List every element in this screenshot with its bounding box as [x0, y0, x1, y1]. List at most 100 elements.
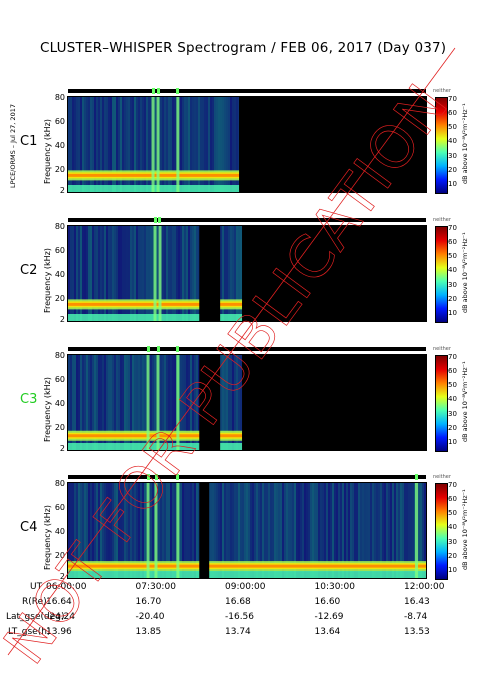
colorbar-tick: 10: [448, 437, 457, 446]
ephemeris-value: -24.24: [46, 612, 76, 622]
colorbar-tick: 20: [448, 294, 457, 303]
colorbar-tick: 70: [448, 223, 457, 232]
emission-burst: [154, 483, 158, 578]
emission-burst: [156, 355, 160, 450]
ephemeris-value: 16.60: [314, 597, 341, 607]
y-axis-label: Frequency (kHz): [43, 119, 52, 184]
colorbar-tick: 50: [448, 252, 457, 261]
mode-marker: [176, 346, 180, 352]
y-tick-label: 80: [54, 93, 65, 103]
ephemeris-row-label: R(Re): [22, 597, 47, 607]
colorbar-tick: 40: [448, 523, 457, 532]
y-tick-label: 60: [54, 375, 65, 385]
spectrogram-c4: [67, 482, 427, 579]
ephemeris-value: 13.96: [46, 627, 72, 637]
colorbar: [435, 355, 448, 452]
mode-bar-c2: [68, 218, 426, 222]
mode-bar-c3: [68, 347, 426, 351]
y-tick-label: 20: [54, 164, 65, 174]
spectrogram-c1: [67, 96, 427, 193]
colorbar-tick: 30: [448, 409, 457, 418]
data-gap: [242, 226, 426, 321]
ephemeris-value: 13.64: [314, 627, 341, 637]
y-tick-label: 40: [54, 526, 65, 536]
y-tick-label: 60: [54, 117, 65, 127]
colorbar-top-label: neither: [433, 88, 451, 94]
side-label: LPCE/ORMS – Jul 27, 2017: [9, 104, 17, 188]
panel-id-c3: C3: [20, 392, 38, 407]
mode-marker: [176, 474, 180, 480]
mode-marker: [158, 217, 162, 223]
mode-marker: [154, 474, 158, 480]
ephemeris-value: -16.56: [225, 612, 255, 622]
ephemeris-value: 06:00:00: [46, 582, 87, 592]
mode-marker: [415, 474, 419, 480]
ephemeris-value: 13.85: [135, 627, 162, 637]
ephemeris-value: 13.53: [404, 627, 430, 637]
y-axis-label: Frequency (kHz): [43, 377, 52, 442]
colorbar-top-label: neither: [433, 217, 451, 223]
colorbar-tick: 10: [448, 179, 457, 188]
colorbar-tick: 40: [448, 395, 457, 404]
chart-title: CLUSTER–WHISPER Spectrogram / FEB 06, 20…: [40, 40, 447, 56]
mode-marker: [156, 346, 160, 352]
ephemeris-value: 16.43: [404, 597, 430, 607]
emission-band: [68, 564, 426, 568]
data-gap: [199, 226, 221, 321]
ephemeris-value: 13.74: [225, 627, 251, 637]
data-gap: [242, 355, 426, 450]
colorbar-tick: 70: [448, 352, 457, 361]
y-tick-label: 20: [54, 550, 65, 560]
emission-burst: [415, 483, 419, 578]
panel-id-c4: C4: [20, 520, 38, 535]
colorbar-tick: 60: [448, 495, 457, 503]
ephemeris-row-label: LT_gse(h): [8, 627, 51, 637]
colorbar: [435, 483, 448, 580]
colorbar-tick: 60: [448, 367, 457, 375]
colorbar-tick: 70: [448, 480, 457, 489]
spectrogram-c3: [67, 354, 427, 451]
colorbar-tick: 60: [448, 109, 457, 117]
ephemeris-row-label: UT: [30, 582, 43, 592]
mode-marker: [151, 88, 155, 94]
colorbar-tick: 30: [448, 537, 457, 546]
emission-burst: [176, 355, 180, 450]
y-tick-label: 40: [54, 269, 65, 279]
colorbar-label: dB above 10⁻⁸V²m⁻²Hz⁻¹: [461, 489, 469, 570]
y-tick-label: 80: [54, 351, 65, 361]
emission-burst: [153, 226, 157, 321]
colorbar-tick: 60: [448, 238, 457, 246]
spectrogram-c2: [67, 225, 427, 322]
colorbar-tick: 20: [448, 551, 457, 560]
colorbar-tick: 20: [448, 165, 457, 174]
colorbar-tick: 30: [448, 151, 457, 160]
ephemeris-value: 10:30:00: [314, 582, 355, 592]
y-tick-label: 2: [59, 186, 65, 195]
ephemeris-value: 12:00:00: [404, 582, 445, 592]
y-tick-label: 80: [54, 479, 65, 489]
colorbar-tick: 70: [448, 94, 457, 103]
y-tick-label: 60: [54, 503, 65, 513]
colorbar-tick: 10: [448, 308, 457, 317]
y-tick-label: 80: [54, 222, 65, 232]
ephemeris-value: -12.69: [314, 612, 344, 622]
y-tick-label: 2: [59, 572, 65, 581]
ephemeris-value: -8.74: [404, 612, 428, 622]
y-tick-label: 20: [54, 422, 65, 432]
mode-marker: [153, 217, 157, 223]
emission-burst: [176, 483, 180, 578]
emission-burst: [156, 97, 160, 192]
colorbar-tick: 50: [448, 509, 457, 518]
mode-marker: [146, 346, 150, 352]
data-gap: [239, 97, 426, 192]
y-axis-label: Frequency (kHz): [43, 505, 52, 570]
y-tick-label: 2: [59, 444, 65, 453]
ephemeris-value: -20.40: [135, 612, 165, 622]
colorbar-tick: 50: [448, 381, 457, 390]
data-gap: [199, 355, 221, 450]
y-tick-label: 2: [59, 315, 65, 324]
data-gap: [199, 483, 210, 578]
emission-burst: [151, 97, 155, 192]
mode-marker: [146, 474, 150, 480]
mode-bar-c1: [68, 89, 426, 93]
